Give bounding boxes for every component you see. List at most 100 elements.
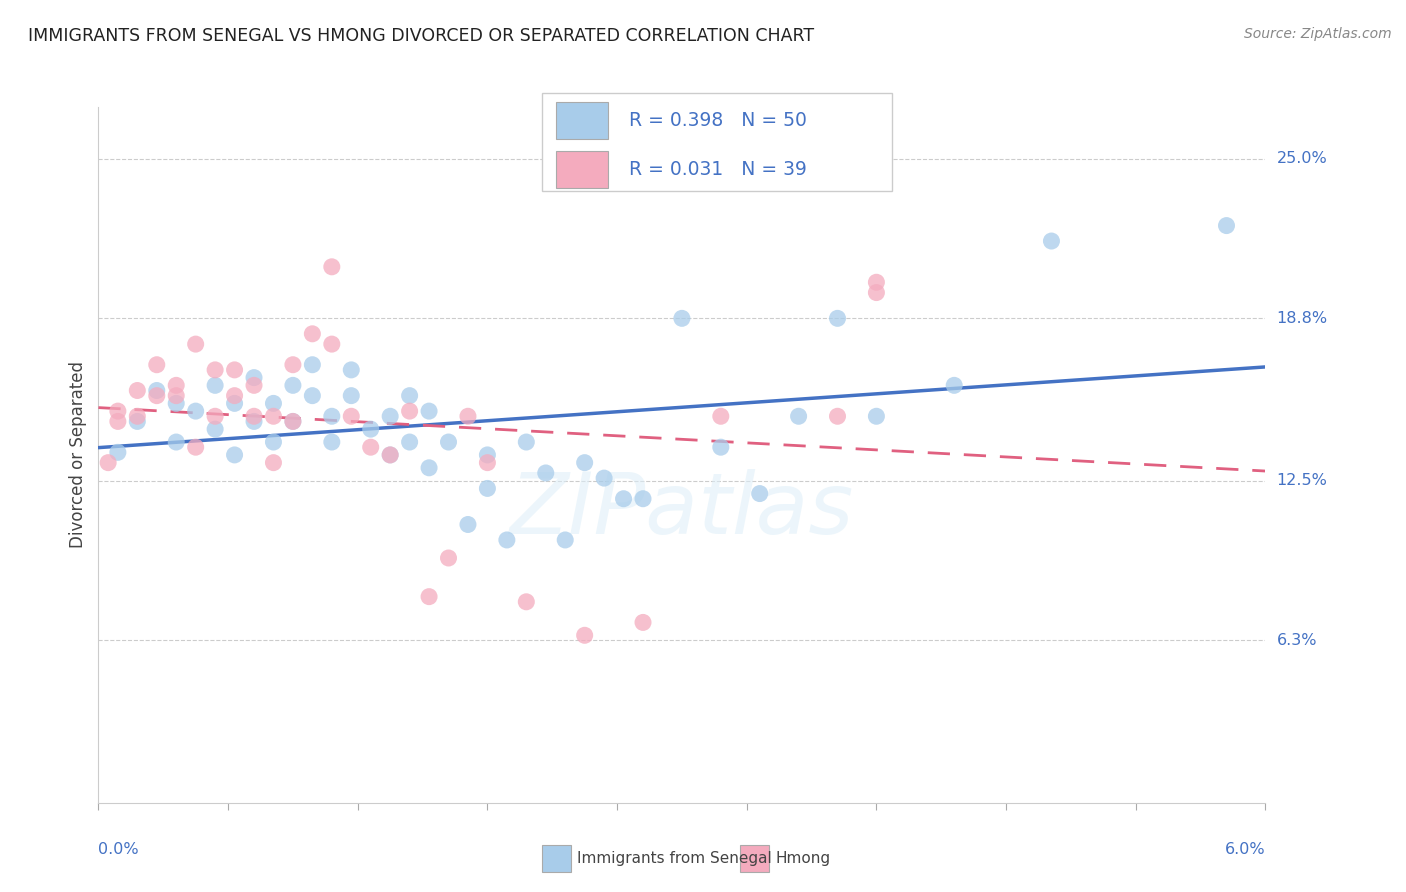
Point bbox=[281, 414, 304, 428]
Text: 0.0%: 0.0% bbox=[98, 842, 139, 856]
Point bbox=[515, 435, 537, 450]
Point bbox=[243, 378, 266, 392]
Point bbox=[107, 414, 129, 428]
Point bbox=[224, 396, 246, 410]
Point bbox=[1040, 234, 1063, 248]
Point bbox=[748, 486, 770, 500]
Text: 18.8%: 18.8% bbox=[1277, 310, 1327, 326]
Point bbox=[281, 358, 304, 372]
Y-axis label: Divorced or Separated: Divorced or Separated bbox=[69, 361, 87, 549]
Point bbox=[865, 409, 887, 424]
Point bbox=[360, 422, 382, 436]
Point bbox=[340, 363, 363, 377]
Point bbox=[574, 628, 596, 642]
Point bbox=[631, 491, 654, 506]
Point bbox=[827, 311, 849, 326]
Point bbox=[515, 595, 537, 609]
Point bbox=[165, 435, 187, 450]
Point bbox=[418, 460, 440, 475]
Point bbox=[710, 440, 733, 454]
Point bbox=[321, 409, 343, 424]
FancyBboxPatch shape bbox=[541, 845, 571, 872]
Point bbox=[827, 409, 849, 424]
Point bbox=[360, 440, 382, 454]
Point bbox=[380, 448, 402, 462]
Point bbox=[631, 615, 654, 630]
Point bbox=[398, 389, 420, 403]
Point bbox=[204, 409, 226, 424]
Point bbox=[943, 378, 966, 392]
Text: 6.3%: 6.3% bbox=[1277, 633, 1317, 648]
Point bbox=[262, 409, 284, 424]
Point bbox=[437, 551, 460, 566]
Point bbox=[262, 396, 284, 410]
Point bbox=[380, 409, 402, 424]
Point bbox=[496, 533, 519, 547]
Point bbox=[457, 409, 479, 424]
Point bbox=[184, 337, 207, 351]
Point bbox=[301, 326, 323, 341]
Point bbox=[457, 517, 479, 532]
Point bbox=[127, 414, 149, 428]
Point bbox=[398, 404, 420, 418]
Point bbox=[398, 435, 420, 450]
Point bbox=[477, 448, 499, 462]
Text: Source: ZipAtlas.com: Source: ZipAtlas.com bbox=[1244, 27, 1392, 41]
Point bbox=[243, 414, 266, 428]
Point bbox=[107, 404, 129, 418]
Point bbox=[321, 435, 343, 450]
Point bbox=[418, 404, 440, 418]
Point bbox=[224, 389, 246, 403]
Point bbox=[593, 471, 616, 485]
Point bbox=[184, 440, 207, 454]
Point bbox=[865, 285, 887, 300]
Point bbox=[146, 358, 169, 372]
Point bbox=[574, 456, 596, 470]
Point bbox=[865, 275, 887, 289]
Text: 25.0%: 25.0% bbox=[1277, 151, 1327, 166]
Point bbox=[613, 491, 636, 506]
Point bbox=[281, 378, 304, 392]
Point bbox=[671, 311, 693, 326]
Point bbox=[437, 435, 460, 450]
Point bbox=[146, 389, 169, 403]
Point bbox=[710, 409, 733, 424]
Point bbox=[204, 363, 226, 377]
Text: Immigrants from Senegal: Immigrants from Senegal bbox=[576, 851, 772, 866]
Point bbox=[107, 445, 129, 459]
Text: ZIPatlas: ZIPatlas bbox=[510, 469, 853, 552]
Point bbox=[418, 590, 440, 604]
Point bbox=[224, 448, 246, 462]
Point bbox=[340, 409, 363, 424]
Point bbox=[204, 378, 226, 392]
Point bbox=[1215, 219, 1237, 233]
Point bbox=[97, 456, 120, 470]
Point bbox=[321, 337, 343, 351]
Point bbox=[262, 435, 284, 450]
Point bbox=[380, 448, 402, 462]
Point bbox=[184, 404, 207, 418]
FancyBboxPatch shape bbox=[741, 845, 769, 872]
Point bbox=[340, 389, 363, 403]
Point bbox=[477, 456, 499, 470]
Point bbox=[554, 533, 576, 547]
Point bbox=[281, 414, 304, 428]
Point bbox=[127, 409, 149, 424]
Text: 6.0%: 6.0% bbox=[1225, 842, 1265, 856]
Point bbox=[534, 466, 557, 480]
Text: 12.5%: 12.5% bbox=[1277, 473, 1327, 488]
Point bbox=[477, 482, 499, 496]
Point bbox=[224, 363, 246, 377]
Point bbox=[165, 396, 187, 410]
Point bbox=[127, 384, 149, 398]
Point bbox=[321, 260, 343, 274]
Text: Hmong: Hmong bbox=[775, 851, 831, 866]
Point bbox=[204, 422, 226, 436]
Point bbox=[165, 389, 187, 403]
Point bbox=[165, 378, 187, 392]
Point bbox=[243, 370, 266, 384]
Point bbox=[301, 389, 323, 403]
Point bbox=[787, 409, 810, 424]
Point bbox=[146, 384, 169, 398]
Text: IMMIGRANTS FROM SENEGAL VS HMONG DIVORCED OR SEPARATED CORRELATION CHART: IMMIGRANTS FROM SENEGAL VS HMONG DIVORCE… bbox=[28, 27, 814, 45]
